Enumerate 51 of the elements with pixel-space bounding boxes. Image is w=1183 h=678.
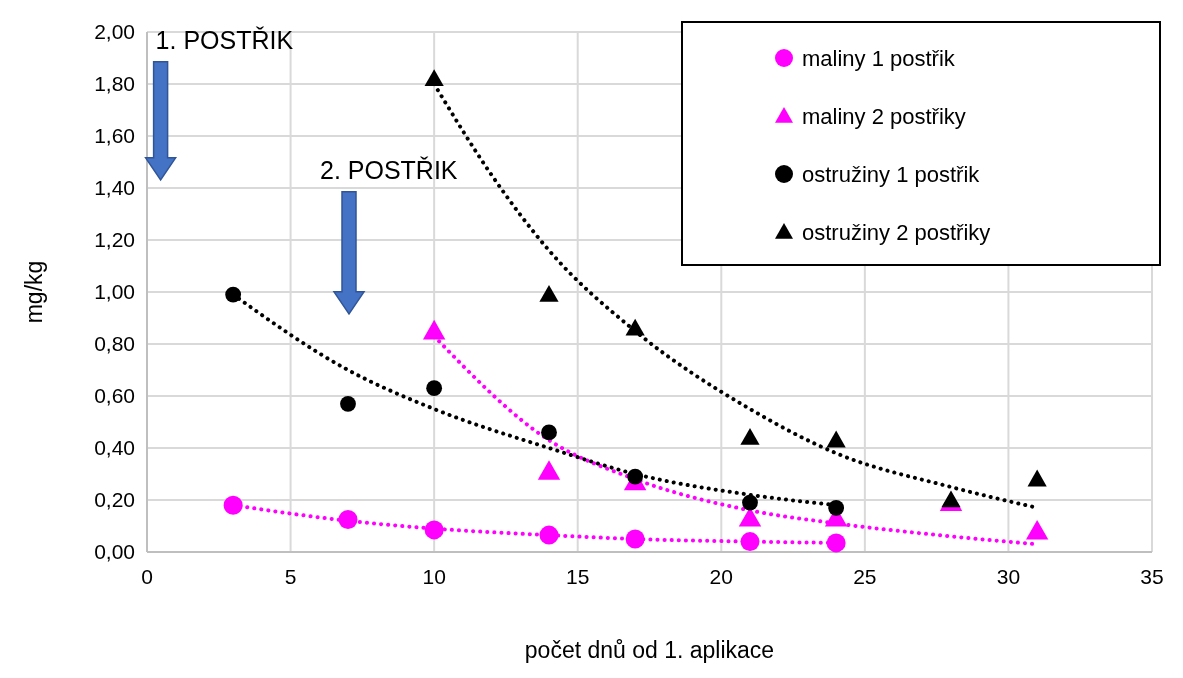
annotation: 1. POSTŘIK	[155, 25, 294, 54]
point	[541, 424, 557, 441]
point	[740, 428, 760, 445]
y-tick-label: 0,40	[94, 436, 135, 460]
x-tick-label: 0	[141, 565, 153, 588]
point	[740, 532, 760, 552]
legend-label: ostružiny 2 postřiky	[802, 219, 991, 245]
point	[426, 380, 443, 397]
y-axis-title: mg/kg	[21, 260, 47, 324]
y-tick-label: 0,20	[94, 488, 135, 512]
point	[539, 285, 559, 302]
y-tick-label: 1,40	[94, 176, 135, 200]
x-tick-label: 10	[422, 565, 446, 588]
x-axis-title: počet dnů od 1. aplikace	[524, 637, 775, 663]
y-tick-label: 1,00	[94, 280, 135, 304]
point	[338, 510, 358, 529]
x-tick-label: 35	[1140, 565, 1164, 588]
annotation: 2. POSTŘIK	[320, 155, 458, 184]
point	[826, 430, 846, 448]
legend-label: maliny 1 postřik	[802, 45, 956, 71]
point	[625, 529, 645, 549]
y-tick-label: 1,80	[94, 72, 135, 96]
point	[625, 318, 645, 336]
x-tick-label: 20	[709, 565, 733, 588]
point	[424, 69, 444, 86]
legend-label: maliny 2 postřiky	[802, 103, 966, 129]
point	[742, 494, 758, 511]
point	[225, 286, 242, 303]
y-tick-label: 0,80	[94, 332, 135, 356]
point	[738, 507, 762, 527]
y-tick-label: 2,00	[94, 20, 135, 44]
point	[1027, 469, 1047, 487]
y-tick-label: 0,60	[94, 384, 135, 408]
legend-label: ostružiny 1 postřik	[802, 161, 981, 187]
y-tick-label: 1,60	[94, 124, 135, 148]
point	[828, 499, 845, 516]
y-tick-label: 1,20	[94, 228, 135, 252]
point	[422, 319, 446, 340]
x-tick-label: 15	[566, 565, 590, 588]
point	[340, 395, 356, 412]
point	[627, 468, 644, 485]
x-tick-label: 5	[284, 565, 297, 588]
x-tick-label: 25	[853, 565, 877, 588]
point	[539, 525, 559, 545]
x-tick-label: 30	[996, 565, 1021, 588]
point	[424, 520, 444, 540]
point	[1025, 520, 1049, 540]
point	[537, 460, 561, 480]
y-tick-label: 0,00	[94, 540, 135, 564]
point	[826, 533, 846, 553]
point	[223, 495, 243, 515]
